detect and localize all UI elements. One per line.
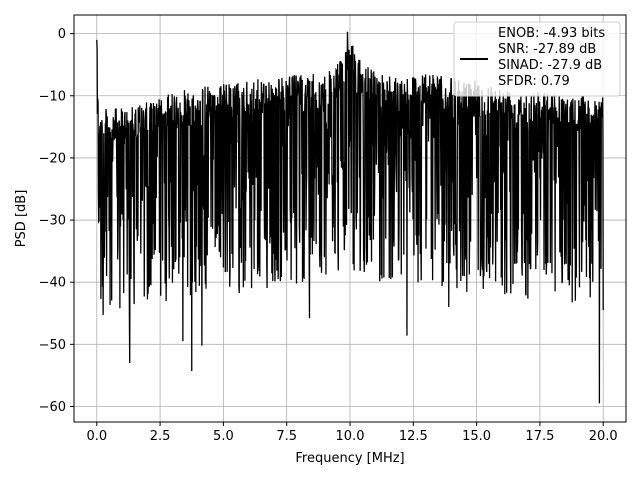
x-tick-label: 7.5	[276, 429, 297, 444]
legend-label: ENOB: -4.93 bits SNR: -27.89 dB SINAD: -27…	[498, 26, 605, 89]
x-tick-label: 20.0	[589, 429, 618, 444]
x-tick-label: 15.0	[462, 429, 491, 444]
x-tick-label: 5.0	[213, 429, 234, 444]
x-tick-label: 17.5	[525, 429, 554, 444]
x-axis-label: Frequency [MHz]	[295, 451, 404, 466]
legend-line: SINAD: -27.9 dB	[498, 58, 602, 73]
psd-line	[96, 31, 604, 404]
y-tick-label: −20	[39, 151, 66, 166]
y-tick-label: −60	[39, 400, 66, 415]
x-tick-label: 2.5	[150, 429, 171, 444]
y-tick-label: 0	[58, 27, 66, 42]
legend: ENOB: -4.93 bits SNR: -27.89 dB SINAD: -27…	[453, 21, 621, 97]
y-tick-label: −50	[39, 338, 66, 353]
legend-box	[453, 21, 621, 97]
y-tick-label: −10	[39, 89, 66, 104]
x-tick-label: 0.0	[86, 429, 107, 444]
x-tick-label: 10.0	[336, 429, 365, 444]
legend-line: ENOB: -4.93 bits	[498, 26, 605, 41]
y-axis-ticks: 0 −10 −20 −30 −40 −50 −60	[39, 27, 74, 415]
y-tick-label: −40	[39, 276, 66, 291]
legend-line: SFDR: 0.79	[498, 74, 570, 89]
x-axis-ticks: 0.0 2.5 5.0 7.5 10.0 12.5 15.0 17.5 20.0	[86, 422, 618, 444]
y-tick-label: −30	[39, 214, 66, 229]
x-tick-label: 12.5	[399, 429, 428, 444]
legend-line: SNR: -27.89 dB	[498, 42, 596, 57]
psd-series	[96, 31, 604, 404]
y-axis-label: PSD [dB]	[14, 190, 29, 248]
